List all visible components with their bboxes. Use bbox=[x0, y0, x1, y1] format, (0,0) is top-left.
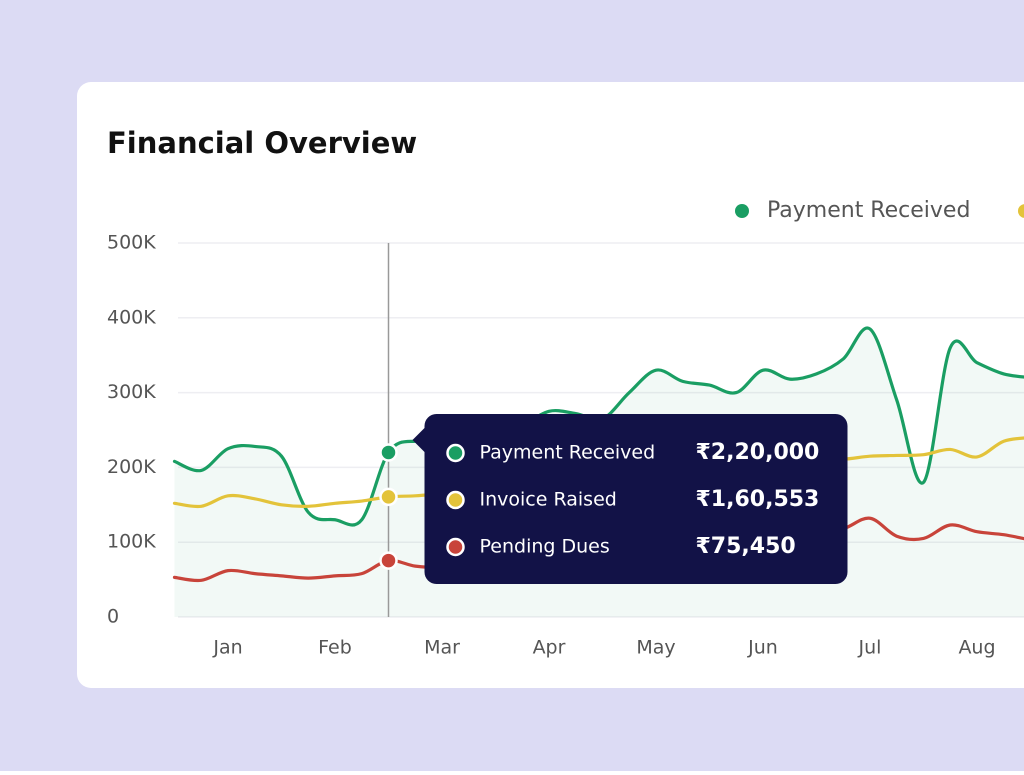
hover-marker bbox=[381, 553, 397, 569]
tooltip-dot bbox=[448, 492, 464, 508]
y-tick-label: 400K bbox=[107, 306, 156, 328]
x-tick-label: Aug bbox=[958, 637, 995, 659]
tooltip-dot bbox=[448, 539, 464, 555]
y-tick-label: 0 bbox=[107, 606, 119, 628]
tooltip-value: ₹2,20,000 bbox=[696, 440, 820, 465]
x-tick-label: Mar bbox=[424, 637, 460, 659]
tooltip-label: Payment Received bbox=[480, 442, 656, 464]
legend-dot bbox=[735, 204, 749, 218]
chart-title: Financial Overview bbox=[107, 126, 417, 160]
tooltip-label: Invoice Raised bbox=[480, 489, 617, 511]
hover-marker bbox=[381, 489, 397, 505]
x-tick-label: May bbox=[636, 637, 675, 659]
legend-label: Payment Received bbox=[767, 198, 970, 223]
tooltip-label: Pending Dues bbox=[480, 536, 610, 558]
hover-marker bbox=[381, 444, 397, 460]
x-tick-label: Jan bbox=[212, 637, 242, 659]
x-tick-label: Apr bbox=[533, 637, 566, 659]
y-tick-label: 100K bbox=[107, 531, 156, 553]
tooltip-value: ₹1,60,553 bbox=[696, 487, 820, 512]
y-tick-label: 200K bbox=[107, 456, 156, 478]
x-tick-label: Jul bbox=[858, 637, 882, 659]
tooltip-value: ₹75,450 bbox=[696, 534, 796, 559]
tooltip-dot bbox=[448, 445, 464, 461]
y-tick-label: 500K bbox=[107, 232, 156, 254]
x-tick-label: Feb bbox=[318, 637, 352, 659]
y-tick-label: 300K bbox=[107, 381, 156, 403]
x-tick-label: Jun bbox=[747, 637, 778, 659]
